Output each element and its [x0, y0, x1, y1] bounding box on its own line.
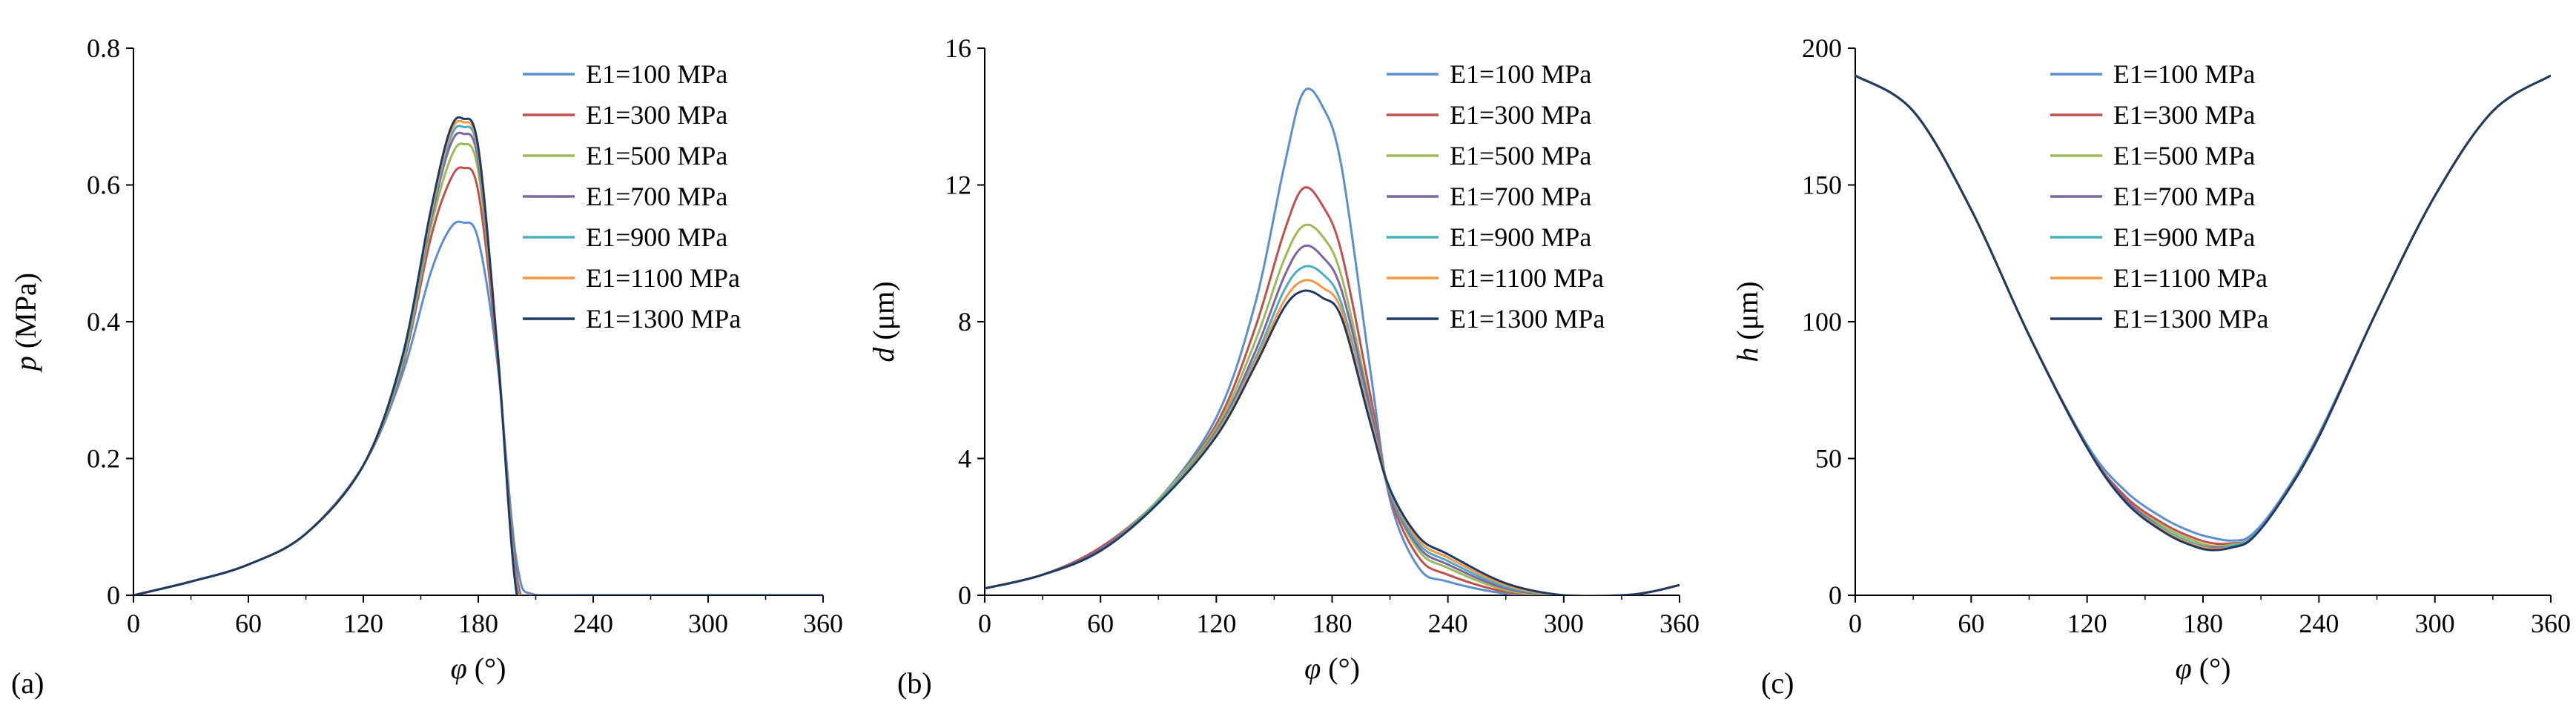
x-axis-symbol: φ [1304, 652, 1321, 685]
y-tick-label: 12 [945, 171, 971, 200]
legend-label: E1=100 MPa [2113, 59, 2255, 89]
x-axis-unit: (°) [2192, 652, 2231, 685]
legend-label: E1=500 MPa [586, 141, 727, 171]
x-tick-label: 240 [573, 609, 613, 638]
y-tick-label: 0.6 [87, 171, 120, 200]
y-axis-symbol: h [1731, 348, 1764, 362]
legend-label: E1=500 MPa [2113, 141, 2255, 171]
x-axis-label: φ (°) [451, 652, 506, 685]
x-axis-unit: (°) [467, 652, 506, 685]
x-tick-label: 120 [2067, 609, 2107, 638]
legend-label: E1=300 MPa [2113, 100, 2255, 130]
legend-label: E1=1300 MPa [2113, 304, 2268, 334]
y-axis-symbol: d [867, 347, 900, 362]
x-axis-label: φ (°) [2176, 652, 2231, 685]
x-tick-label: 60 [1087, 609, 1114, 638]
panel-label: (a) [11, 666, 44, 700]
series-line-e1-1300-mpa [133, 116, 823, 595]
legend-label: E1=1100 MPa [2113, 263, 2268, 293]
y-tick-label: 150 [1802, 171, 1842, 200]
x-tick-label: 120 [1196, 609, 1236, 638]
legend-label: E1=100 MPa [586, 59, 727, 89]
x-tick-label: 360 [2531, 609, 2571, 638]
y-tick-label: 4 [958, 444, 971, 474]
panel-label: (b) [897, 666, 932, 700]
x-tick-label: 240 [2299, 609, 2339, 638]
y-tick-label: 0.8 [87, 33, 120, 63]
chart-panel-1: 0 60 120 180 240 300 360 0 0.2 0.4 0.6 0.8 φ (°) p (M… [9, 33, 843, 700]
y-axis-unit: (μm) [1731, 281, 1764, 347]
legend-label: E1=900 MPa [1450, 222, 1591, 252]
y-tick-label: 16 [945, 33, 971, 63]
legend-label: E1=1100 MPa [586, 263, 740, 293]
x-axis-label: φ (°) [1304, 652, 1360, 685]
legend: E1=100 MPa E1=300 MPa E1=500 MPa E1=700 MPa… [523, 59, 741, 334]
x-tick-label: 120 [343, 609, 383, 638]
legend-label: E1=300 MPa [586, 100, 727, 130]
series-line-e1-1300-mpa [985, 289, 1680, 595]
y-axis-unit: (MPa) [9, 273, 42, 356]
y-tick-label: 0 [958, 580, 971, 610]
legend-label: E1=700 MPa [2113, 182, 2255, 211]
x-tick-label: 180 [2183, 609, 2223, 638]
y-axis-symbol: p [9, 356, 42, 373]
legend: E1=100 MPa E1=300 MPa E1=500 MPa E1=700 MPa… [1387, 59, 1605, 334]
legend-label: E1=700 MPa [586, 182, 727, 211]
y-tick-label: 0 [1829, 580, 1842, 610]
series-line-e1-1300-mpa [1855, 74, 2551, 552]
y-tick-label: 100 [1802, 307, 1842, 337]
y-tick-label: 8 [958, 307, 971, 337]
x-axis-symbol: φ [2176, 652, 2192, 685]
x-tick-label: 60 [235, 609, 262, 638]
legend-label: E1=900 MPa [586, 222, 727, 252]
x-tick-label: 180 [458, 609, 498, 638]
x-tick-label: 0 [1849, 609, 1862, 638]
x-tick-label: 300 [688, 609, 728, 638]
x-tick-label: 300 [2415, 609, 2455, 638]
legend: E1=100 MPa E1=300 MPa E1=500 MPa E1=700 MPa… [2050, 59, 2268, 334]
legend-label: E1=1300 MPa [586, 304, 741, 334]
legend-label: E1=900 MPa [2113, 222, 2255, 252]
y-axis-label: d (μm) [867, 281, 900, 362]
x-tick-label: 360 [1659, 609, 1700, 638]
y-axis-label: p (MPa) [9, 273, 42, 373]
chart-panel-3: 0 60 120 180 240 300 360 0 50 100 150 200 φ (°) h (μm… [1731, 33, 2571, 700]
y-axis-unit: (μm) [867, 281, 900, 347]
x-tick-label: 0 [127, 609, 140, 638]
x-tick-label: 0 [978, 609, 991, 638]
y-tick-label: 0 [107, 580, 120, 610]
legend-label: E1=300 MPa [1450, 100, 1591, 130]
legend-label: E1=500 MPa [1450, 141, 1591, 171]
x-tick-label: 60 [1958, 609, 1984, 638]
y-tick-label: 0.4 [87, 307, 120, 337]
chart-panel-2: 0 60 120 180 240 300 360 0 4 8 12 16 φ (°) d (μm) (b) E… [867, 33, 1700, 700]
series-line-e1-500-mpa [133, 142, 823, 595]
y-axis-label: h (μm) [1731, 281, 1764, 362]
y-tick-label: 0.2 [87, 444, 120, 474]
legend-label: E1=700 MPa [1450, 182, 1591, 211]
x-axis-symbol: φ [451, 652, 467, 685]
x-axis-unit: (°) [1321, 652, 1360, 685]
x-tick-label: 180 [1312, 609, 1353, 638]
legend-label: E1=100 MPa [1450, 59, 1591, 89]
x-tick-label: 360 [803, 609, 843, 638]
legend-label: E1=1100 MPa [1450, 263, 1604, 293]
x-tick-label: 300 [1544, 609, 1584, 638]
legend-label: E1=1300 MPa [1450, 304, 1605, 334]
y-tick-label: 50 [1815, 444, 1842, 474]
panel-label: (c) [1761, 666, 1794, 700]
y-tick-label: 200 [1802, 33, 1842, 63]
series-line-e1-700-mpa [985, 244, 1680, 595]
x-tick-label: 240 [1428, 609, 1468, 638]
